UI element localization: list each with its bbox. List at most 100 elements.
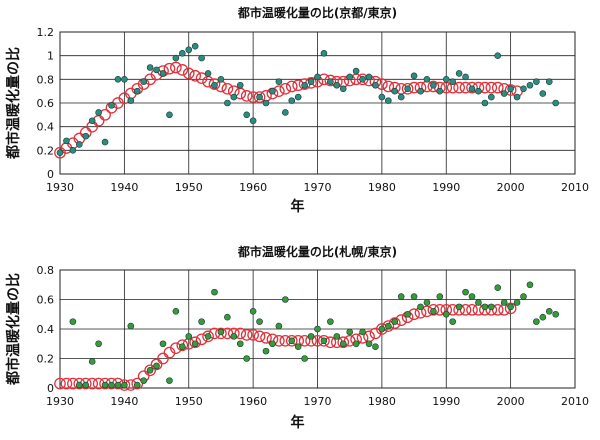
data-point-dot <box>82 381 90 389</box>
data-point-dot <box>552 310 559 318</box>
data-point-dot <box>314 73 321 81</box>
data-point-dot <box>526 81 534 89</box>
data-point-dot <box>455 70 463 77</box>
x-tick-label: 1930 <box>46 181 74 194</box>
data-point-ring <box>279 82 292 95</box>
data-point-dot <box>346 73 353 81</box>
data-point-dot <box>481 303 489 311</box>
data-point-dot <box>114 76 122 83</box>
x-tick-label: 1970 <box>304 181 332 194</box>
chart-title: 都市温暖化量の比(京都/東京) <box>237 5 397 20</box>
data-point-dot <box>204 333 212 340</box>
x-tick-label: 1950 <box>175 395 203 408</box>
data-point-dot <box>475 299 482 306</box>
data-point-dot <box>385 97 392 104</box>
data-point-dot <box>133 381 141 389</box>
data-point-ring <box>215 327 227 340</box>
data-point-dot <box>198 318 205 325</box>
data-point-ring <box>144 364 156 377</box>
data-point-dot <box>507 303 514 311</box>
x-tick-label: 2010 <box>561 181 589 194</box>
data-point-dot <box>552 99 559 107</box>
data-point-ring <box>382 80 395 93</box>
data-point-dot <box>101 381 109 389</box>
data-point-dot <box>243 111 250 119</box>
data-point-dot <box>69 318 77 325</box>
chart-panel-kyoto-tokyo: 都市温暖化量の比(京都/東京) 0 0.2 0.4 0.6 0.8 1 1.2 1930 1940… <box>5 5 589 215</box>
data-point-dot <box>82 132 90 140</box>
data-point-dot <box>545 78 553 85</box>
data-point-ring <box>427 80 440 93</box>
data-point-ring <box>54 377 66 390</box>
data-point-dot <box>288 97 296 104</box>
x-axis-label: 年 <box>291 198 305 215</box>
data-point-dot <box>378 93 386 101</box>
y-tick-label: 0.2 <box>37 144 55 157</box>
y-tick-label: 0.6 <box>37 97 55 110</box>
data-point-ring <box>189 336 202 349</box>
y-tick-label: 0 <box>47 382 54 395</box>
x-tick-label: 1990 <box>432 181 460 194</box>
data-point-dot <box>442 310 450 318</box>
data-point-dot <box>333 333 341 340</box>
data-point-dot <box>539 313 547 321</box>
x-tick-label: 1970 <box>304 395 332 408</box>
data-point-ring <box>298 334 311 347</box>
data-point-dot <box>179 49 186 57</box>
data-point-dot <box>352 67 360 75</box>
data-point-ring <box>427 303 440 316</box>
y-axis-label: 都市温暖化量の比 <box>5 273 22 386</box>
data-point-dot <box>159 340 167 348</box>
data-point-dot <box>430 307 437 315</box>
data-point-dot <box>404 310 411 318</box>
data-point-dot <box>468 293 476 300</box>
data-point-ring <box>453 81 465 94</box>
x-tick-label: 1960 <box>239 181 267 194</box>
data-point-dot <box>404 85 411 93</box>
data-point-ring <box>285 334 298 347</box>
data-point-ring <box>189 69 202 82</box>
data-point-dot <box>121 76 128 83</box>
data-point-dot <box>269 87 276 95</box>
data-point-dot <box>423 76 431 83</box>
data-point-dot <box>172 307 180 315</box>
data-point-dot <box>488 303 495 311</box>
data-point-dot <box>63 137 70 145</box>
data-point-dot <box>249 307 257 315</box>
data-point-dot <box>282 109 289 116</box>
data-point-ring <box>240 329 253 341</box>
data-point-ring <box>176 339 189 352</box>
data-point-dot <box>243 355 250 362</box>
data-point-dot <box>391 87 399 95</box>
data-point-dot <box>172 54 180 62</box>
data-point-dot <box>69 147 77 154</box>
y-tick-label: 0.4 <box>37 121 55 134</box>
data-point-dot <box>95 109 102 116</box>
data-point-ring <box>170 61 182 74</box>
x-tick-label: 1930 <box>46 395 74 408</box>
data-point-ring <box>247 329 259 341</box>
data-point-dot <box>127 97 135 104</box>
chart-panel-sapporo-tokyo: 都市温暖化量の比(札幌/東京) 0 0.2 0.4 0.6 0.8 1930 1940 1950… <box>5 244 589 431</box>
data-point-dot <box>327 78 334 85</box>
data-point-dot <box>198 54 205 62</box>
data-point-dot <box>191 340 199 348</box>
x-tick-label: 1990 <box>432 395 460 408</box>
data-point-dot <box>533 78 540 85</box>
data-point-dot <box>294 343 302 351</box>
data-point-dot <box>294 93 302 101</box>
data-point-dot <box>262 99 270 107</box>
x-tick-label: 1980 <box>368 395 396 408</box>
data-point-dot <box>307 333 315 340</box>
data-point-dot <box>153 66 160 74</box>
x-axis-label: 年 <box>291 414 305 431</box>
data-point-ring <box>491 81 504 94</box>
x-tick-label: 2000 <box>497 181 525 194</box>
data-point-dot <box>488 93 495 101</box>
data-point-dot <box>500 90 508 97</box>
data-point-dot <box>500 299 508 306</box>
data-point-dot <box>513 299 521 306</box>
data-point-ring <box>485 81 498 94</box>
data-point-dot <box>417 87 424 95</box>
